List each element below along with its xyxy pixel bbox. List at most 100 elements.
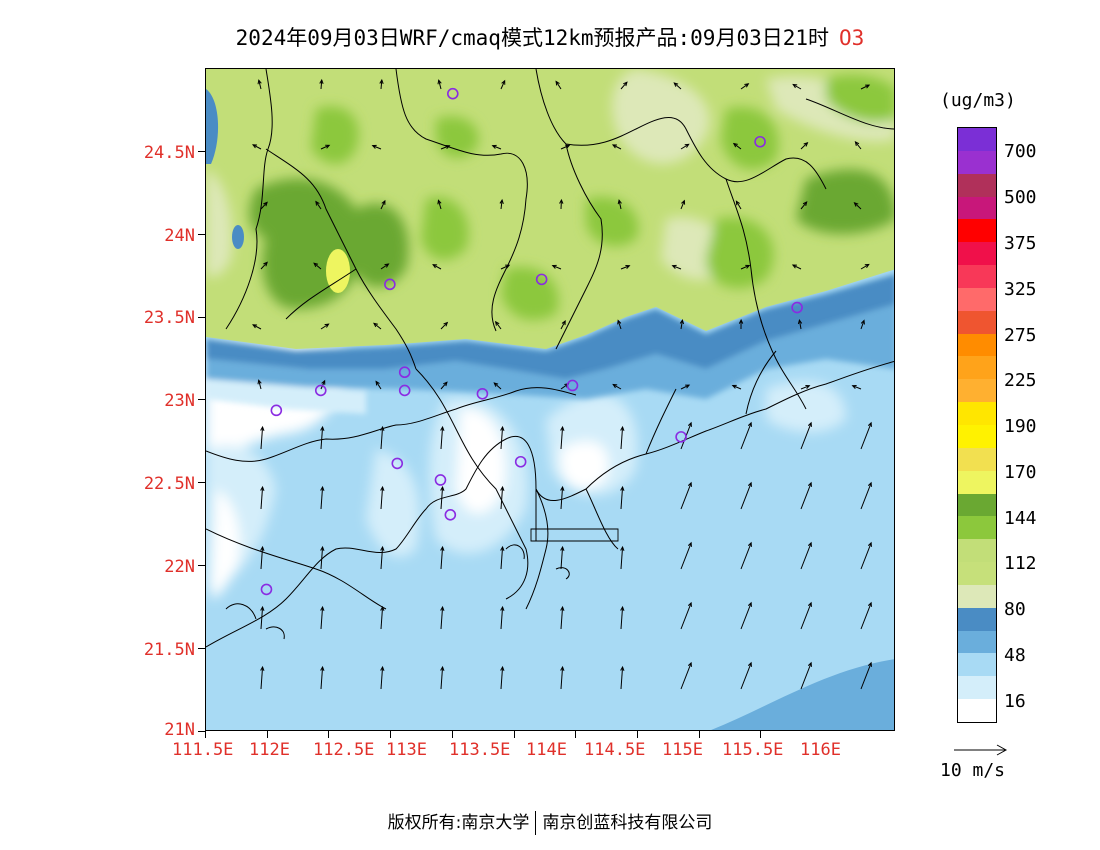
wind-arrow [680,482,692,510]
title-text: 2024年09月03日WRF/cmaq模式12km预报产品:09月03日21时 [235,26,830,50]
lat-label-8: 21N [164,720,195,740]
copyright-text: 版权所有:南京大学 [387,813,530,833]
wind-arrow-head [375,380,380,386]
wind-arrow-head [371,144,377,149]
wind-arrow-head [735,200,740,206]
wind-arrow-head [867,541,872,547]
wind-arrow [792,84,802,90]
forecast-map[interactable] [205,68,895,731]
wind-arrow-head [867,481,872,487]
boundaries [206,69,894,648]
wind-arrow [620,547,624,570]
wind-arrow [492,145,502,150]
wind-arrow [680,320,683,330]
wind-arrow [320,79,323,90]
wind-arrow-head [738,318,744,324]
concentration-field [206,69,894,730]
wind-arrow-head [443,381,448,387]
lon-label-6: 114E [526,740,567,760]
wind-reference-label: 10 m/s [940,760,1006,781]
wind-arrow [380,667,384,690]
wind-arrow [860,84,870,90]
wind-arrow [673,82,682,90]
legend-swatch [958,516,996,540]
wind-arrow-head [324,323,330,328]
legend-swatch [958,584,996,608]
wind-arrow-head [854,141,860,146]
lat-tick [198,565,205,567]
station-marker [398,384,411,397]
wind-arrow-head [620,425,625,431]
wind-arrow [315,201,322,210]
wind-arrow [680,200,685,210]
legend-swatch [958,630,996,654]
station-marker [260,583,273,596]
wind-arrow-head [747,601,752,607]
lon-tick [575,731,577,738]
wind-arrow [320,427,324,450]
wind-arrow [617,320,622,330]
wind-arrow [860,662,872,690]
wind-arrow-head [807,661,812,667]
wind-arrow-head [612,383,618,389]
wind-arrow-head [747,481,752,487]
wind-arrow-head [867,421,872,427]
wind-arrow [438,80,442,90]
footer: 版权所有:南京大学 南京创蓝科技有限公司 [0,808,1100,835]
wind-arrow-head [499,198,504,205]
wind-arrow-head [802,201,808,207]
wind-arrow-head [440,665,445,671]
wind-arrow [680,542,692,570]
lat-tick [198,648,205,650]
station-marker [675,431,687,443]
wind-arrow [854,202,862,210]
wind-arrow [252,324,262,330]
legend-swatch [958,424,996,448]
lon-label-10: 116E [800,740,841,760]
wind-arrow-head [263,261,268,267]
wind-arrow-head [257,79,262,85]
wind-arrow-head [437,199,442,205]
wind-arrow [800,142,808,150]
wind-arrow-head [745,264,751,269]
wind-arrow [500,487,504,510]
wind-arrow [320,667,324,690]
wind-arrow-head [867,661,872,667]
legend-swatch [958,493,996,517]
station-marker [391,457,404,470]
wind-arrow [440,667,444,690]
legend-swatch [958,402,996,425]
wind-arrow-head [263,201,268,207]
wind-arrow [320,144,330,150]
wind-arrow-head [860,319,865,325]
wind-arrow-head [260,485,265,491]
wind-arrow [612,384,622,390]
legend-swatch [958,219,996,243]
wind-arrow-head [623,81,628,87]
wind-arrow-head [792,83,798,89]
wind-arrow [800,542,812,570]
wind-arrow [560,667,564,690]
lon-label-1: 111.5E [172,740,234,760]
wind-arrow [437,200,442,210]
legend-swatch [958,356,996,380]
lon-tick [698,731,700,738]
legend-swatch [958,287,996,311]
wind-arrow [860,320,865,330]
wind-arrow-head [687,541,692,547]
wind-arrow-head [803,141,809,147]
wind-arrow [260,487,264,510]
wind-arrow [320,323,329,330]
wind-arrow-head [684,143,690,148]
lon-tick [451,731,453,738]
lon-label-3: 112.5E [313,740,375,760]
wind-arrow [552,265,562,270]
legend-label-170: 170 [1004,462,1037,483]
wind-arrow-head [260,545,265,551]
wind-arrow [740,482,752,510]
wind-arrow-head [687,601,692,607]
wind-arrow-head [440,605,445,611]
wind-arrow-head [313,262,319,268]
wind-arrow [620,81,628,90]
wind-arrow [792,264,802,270]
